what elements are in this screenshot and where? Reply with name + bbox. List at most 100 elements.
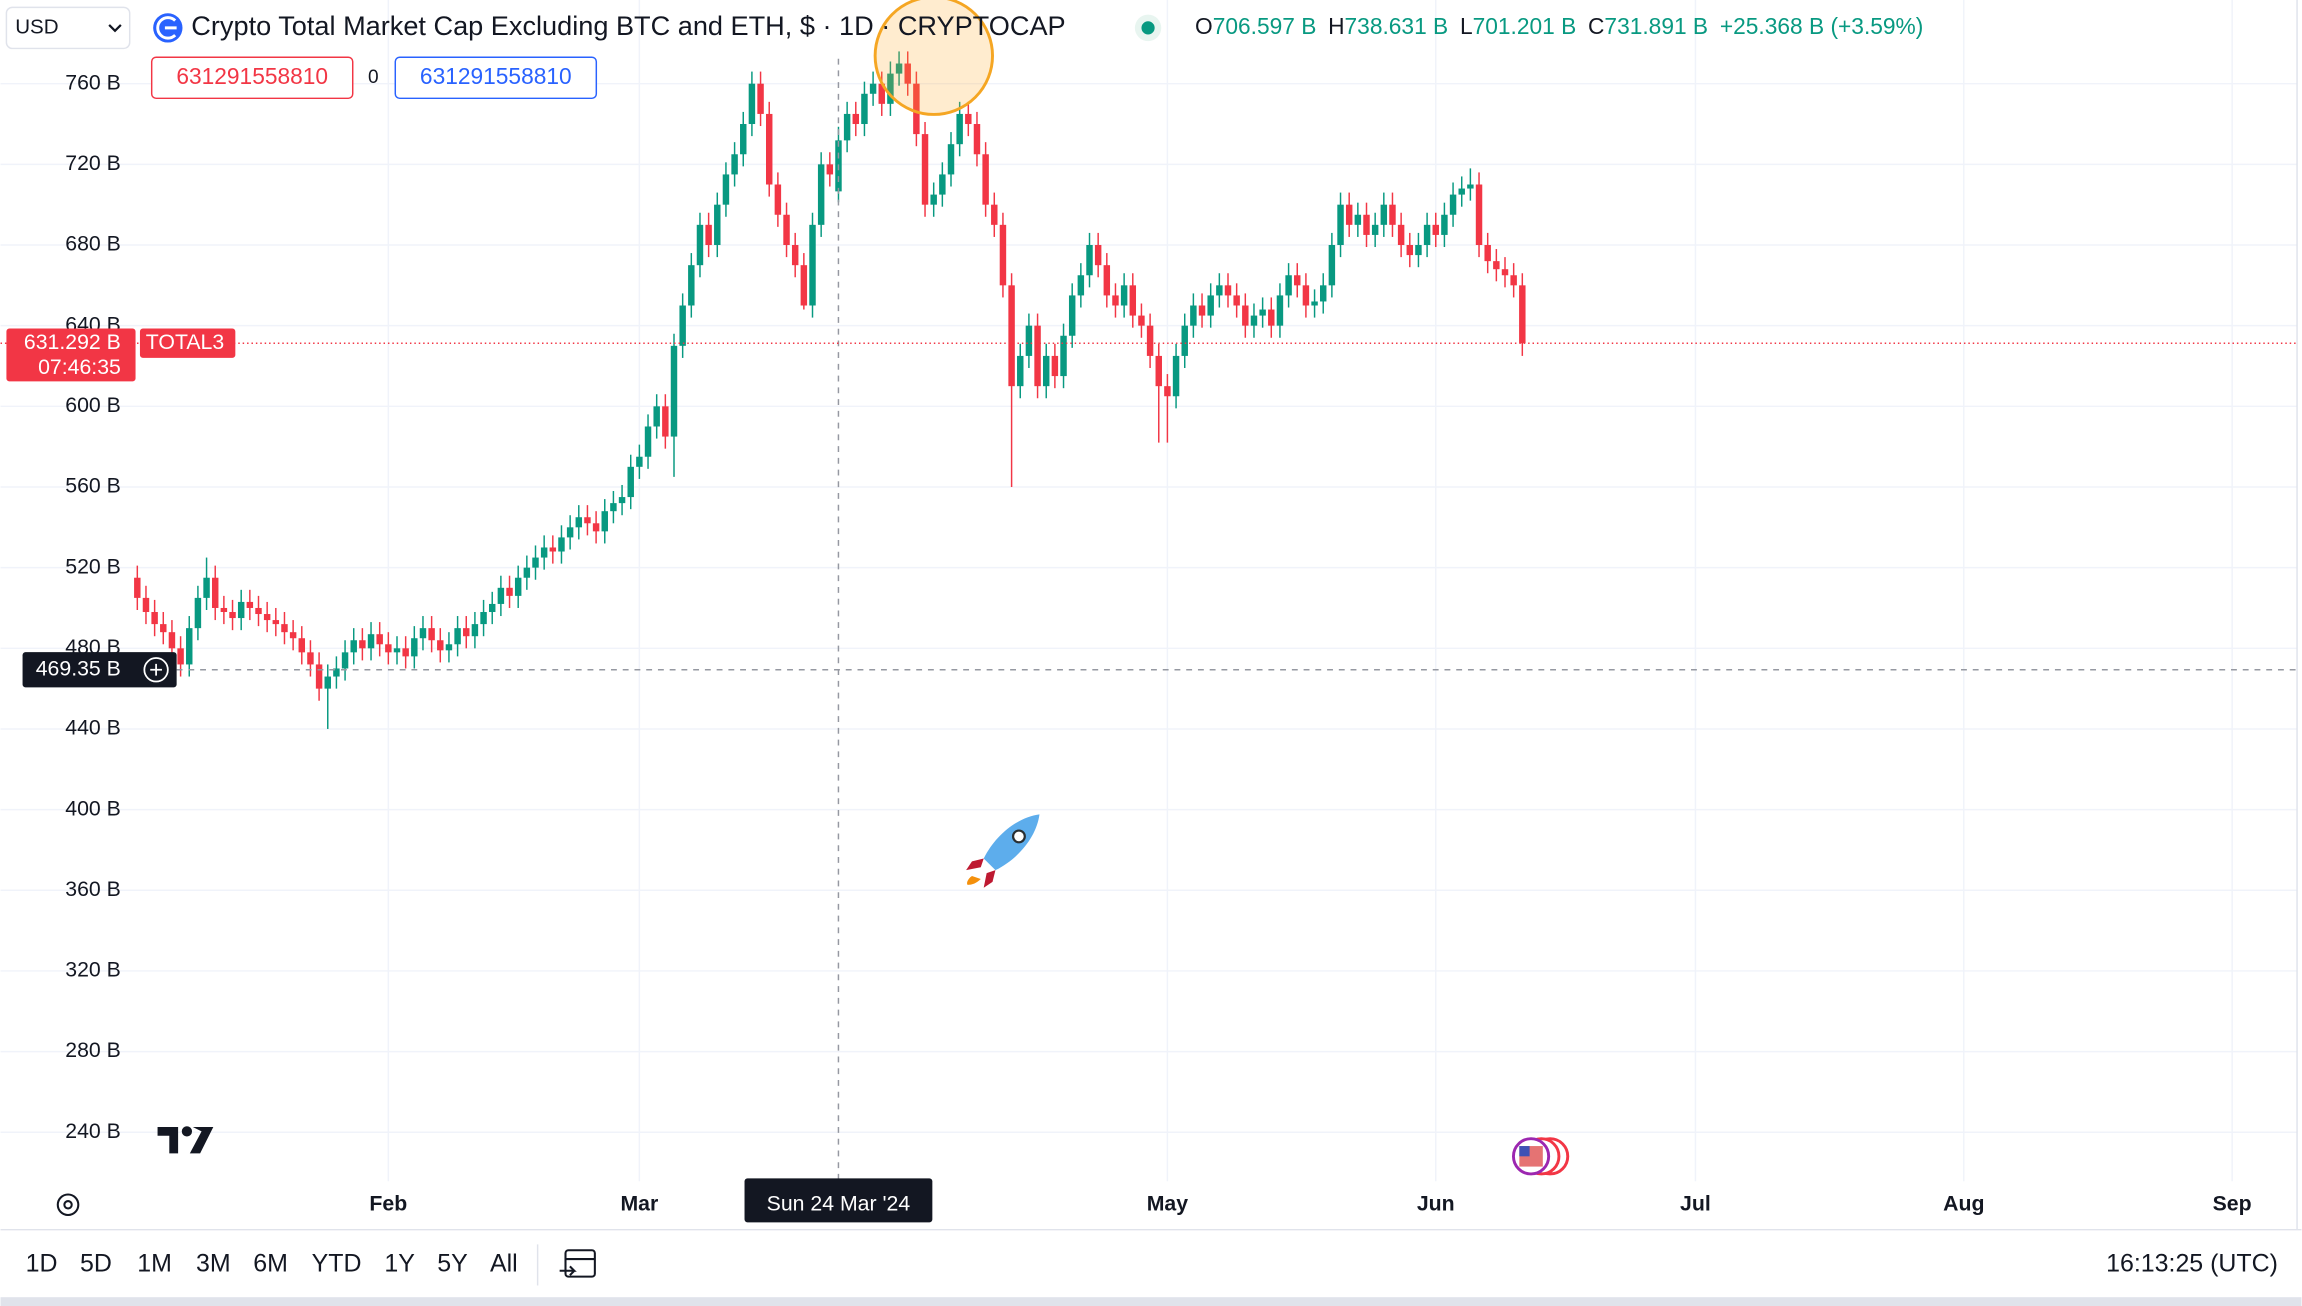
candle-body [601,511,608,532]
date-range-button[interactable] [559,1249,596,1278]
candle-body [281,624,288,633]
candle-body [592,523,600,532]
candle-body [904,63,911,84]
candle-body [1172,355,1180,397]
legend-value: 731.891 B [1604,13,1708,39]
candle-body [211,577,219,608]
candle-body [194,597,202,629]
candle-body [869,83,877,94]
candle-body [1354,214,1362,225]
candle-body [1406,245,1414,256]
candle-body [800,265,808,306]
candle-body [748,83,756,125]
candle-body [731,154,738,175]
candle-body [471,624,479,637]
legend-value: 706.597 B [1213,13,1317,39]
timeframe-button[interactable]: YTD [312,1250,362,1278]
buy-button[interactable] [394,56,598,100]
candle-body [186,628,193,665]
candle-body [947,144,955,175]
candle-body [956,113,963,145]
y-tick-label: 400 B [65,796,121,820]
y-tick-label: 600 B [65,393,121,417]
sell-button[interactable] [150,56,354,100]
candle-body [1103,265,1111,296]
flag-canton [1519,1146,1530,1157]
y-tick-label: 720 B [65,151,121,175]
timeframe-button[interactable]: 6M [253,1250,288,1278]
candle-body [419,628,427,639]
gear [56,1193,80,1217]
candle-body [887,73,894,104]
candle-body [783,214,790,246]
candle-body [610,503,617,512]
last-price-box [6,328,136,382]
timeframe-button[interactable]: 1Y [384,1250,415,1278]
y-tick-label: 560 B [65,474,121,498]
clock: 16:13:25 (UTC) [2106,1250,2278,1278]
candle-body [1086,245,1093,276]
candle-body [1025,325,1033,356]
candle-body [1094,245,1102,266]
add-alert[interactable] [143,657,169,683]
candle-body [350,640,357,653]
legend-value: 701.201 B [1473,13,1577,39]
buy-price: 631291558810 [420,63,572,89]
candle-body [1259,309,1266,316]
candle-body [1449,194,1457,215]
candle-body [298,638,306,653]
candle-body [134,577,141,598]
candle-body [1493,261,1500,270]
crosshair-price-box [22,652,177,688]
candle-body [1051,355,1059,377]
logo-part [189,1126,214,1154]
candle-body [307,652,314,665]
candle-body [765,113,773,185]
candle-body [1190,305,1197,326]
candle-body [895,63,903,74]
y-tick-label: 360 B [65,877,121,901]
timeframe-button[interactable]: 1M [137,1250,172,1278]
candle-body [1129,285,1137,316]
timeframe-button[interactable]: All [490,1250,518,1278]
settings-icon[interactable] [56,1193,80,1217]
candle-body [1302,285,1310,306]
timeframe-button[interactable]: 5Y [437,1250,468,1278]
candle-body [480,612,487,625]
timeframe-button[interactable]: 1D [26,1250,58,1278]
candle-body [324,676,331,689]
legend-key: H [1328,13,1344,39]
candle-body [1207,295,1214,316]
timeframe-button[interactable]: 5D [80,1250,112,1278]
candle-body [497,587,505,604]
candle-body [445,644,453,651]
candle-body [454,628,461,645]
candle-body [1285,275,1292,296]
candle-body [1120,285,1128,306]
spread: 0 [368,67,379,88]
tradingview-logo [157,1126,214,1154]
candle-body [1068,295,1076,336]
candle-body [714,204,721,246]
timeframe-button[interactable]: 3M [196,1250,231,1278]
x-tick-label: Feb [369,1191,407,1215]
x-tick-label: Sep [2213,1191,2252,1215]
candle-body [618,497,626,504]
candle-body [1389,204,1396,225]
candle-body [722,174,730,205]
candle-body [1328,245,1336,286]
candle-body [341,652,349,669]
candle-body [826,164,834,175]
candle-body [402,648,409,657]
candle-body [220,607,228,613]
currency-select[interactable] [5,6,131,50]
x-tick-label: Jun [1417,1191,1455,1215]
candle-body [1146,325,1154,356]
candle-body [1319,285,1327,302]
candle-body [203,577,210,598]
candle-body [1268,309,1275,326]
candle-body [1042,355,1050,387]
y-tick-label: 240 B [65,1119,121,1143]
candle-body [627,466,634,498]
